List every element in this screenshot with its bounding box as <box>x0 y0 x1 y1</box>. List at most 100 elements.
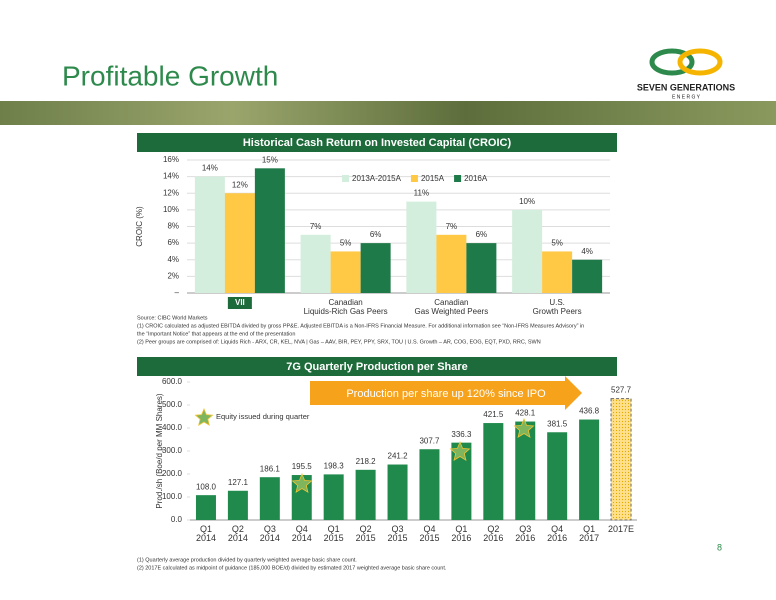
x-tick-label: Canadian Gas Weighted Peers <box>415 298 489 316</box>
y-tick-label: 300.0 <box>162 446 183 455</box>
chart2-title-bar <box>137 357 617 376</box>
value-label: 12% <box>232 180 248 189</box>
x-tick-label: Canadian Liquids-Rich Gas Peers <box>304 298 388 316</box>
bar <box>419 449 440 520</box>
bar <box>483 423 504 520</box>
y-tick-label: 600.0 <box>162 377 183 386</box>
bar <box>330 251 361 293</box>
equity-star <box>449 440 471 461</box>
category-badge <box>227 297 252 309</box>
value-label: 428.1 <box>515 409 536 418</box>
value-label: 186.1 <box>260 464 281 473</box>
bar <box>194 176 225 293</box>
x-tick-label: Q1 2015 <box>324 524 344 543</box>
bar <box>515 421 536 520</box>
y-tick-label: 200.0 <box>162 469 183 478</box>
star-legend <box>194 407 214 427</box>
y-tick-label: 16% <box>163 155 179 164</box>
slide-title: Profitable Growth <box>62 60 278 91</box>
arrow <box>310 376 582 410</box>
bar <box>512 209 543 293</box>
annotation: Production per share up 120% since IPO <box>346 388 546 400</box>
legend-label: 2015A <box>421 174 445 183</box>
logo-sub: E N E R G Y <box>672 94 701 100</box>
value-label: 307.7 <box>419 436 440 445</box>
value-label: 15% <box>262 155 278 164</box>
value-label: 127.1 <box>228 478 249 487</box>
y-tick-label: 10% <box>163 205 179 214</box>
bar <box>610 398 632 521</box>
y-tick-label: 0.0 <box>171 515 183 524</box>
footnote: (1) Quarterly average production divided… <box>137 557 357 563</box>
bar <box>466 243 497 293</box>
banner <box>0 101 776 125</box>
bar <box>254 168 285 293</box>
legend-label: 2013A-2015A <box>352 174 402 183</box>
value-label: 198.3 <box>324 462 345 471</box>
bar <box>300 234 331 293</box>
footnote: (2) Peer groups are comprised of: Liquid… <box>137 339 541 345</box>
y-tick-label: 500.0 <box>162 400 183 409</box>
y-axis-label: Prod./sh (Boe/d per MM Shares) <box>155 393 164 508</box>
bar <box>323 474 344 520</box>
footnote: the “Important Notice” that appears at t… <box>137 331 295 337</box>
legend-swatch <box>342 175 349 182</box>
annotation: Equity issued during quarter <box>216 412 310 421</box>
page-number: 8 <box>717 542 722 552</box>
value-label: 336.3 <box>451 430 472 439</box>
footnote: Source: CIBC World Markets <box>137 315 208 321</box>
x-tick-label: Q3 2015 <box>388 524 408 543</box>
bar <box>227 490 248 520</box>
x-tick-label: Q4 2016 <box>547 524 567 543</box>
value-label: 6% <box>370 230 382 239</box>
chart1-title-bar <box>137 133 617 152</box>
x-tick-label: Q1 2017 <box>579 524 599 543</box>
value-label: 5% <box>340 239 352 248</box>
x-tick-label: U.S. Growth Peers <box>533 298 582 316</box>
bar <box>195 495 216 520</box>
value-label: 7% <box>310 222 322 231</box>
x-tick-label: Q2 2015 <box>356 524 376 543</box>
value-label: 218.2 <box>356 457 377 466</box>
bar <box>451 442 472 520</box>
legend-label: 2016A <box>464 174 488 183</box>
equity-star <box>291 472 313 493</box>
value-label: 108.0 <box>196 482 217 491</box>
bar <box>579 419 600 520</box>
x-tick-label: Q1 2016 <box>451 524 471 543</box>
y-tick-label: 100.0 <box>162 492 183 501</box>
y-tick-label: 6% <box>167 238 179 247</box>
chart2-title: 7G Quarterly Production per Share <box>286 361 468 373</box>
bar <box>360 243 391 293</box>
y-tick-label: – <box>175 288 180 297</box>
y-tick-label: 2% <box>167 271 179 280</box>
x-tick-label: Q1 2014 <box>196 524 216 543</box>
x-tick-label: Q3 2016 <box>515 524 535 543</box>
bar <box>436 234 467 293</box>
bar <box>572 259 603 293</box>
x-tick-label: Q4 2015 <box>419 524 439 543</box>
y-axis-label: CROIC (%) <box>135 206 144 247</box>
value-label: 195.5 <box>292 462 313 471</box>
x-tick-label: 2017E <box>608 524 634 534</box>
value-label: 421.5 <box>483 410 504 419</box>
equity-star <box>513 417 535 438</box>
x-tick-label: Q2 2014 <box>228 524 248 543</box>
y-tick-label: 400.0 <box>162 423 183 432</box>
y-tick-label: 12% <box>163 188 179 197</box>
bar <box>259 477 280 520</box>
value-label: 10% <box>519 197 535 206</box>
footnote: (1) CROIC calculated as adjusted EBITDA … <box>137 323 584 329</box>
value-label: 527.7 <box>611 386 632 395</box>
value-label: 436.8 <box>579 407 600 416</box>
value-label: 4% <box>581 247 593 256</box>
value-label: 11% <box>414 189 429 198</box>
y-tick-label: 14% <box>163 172 179 181</box>
legend-swatch <box>410 175 418 182</box>
x-tick-label: Q3 2014 <box>260 524 280 543</box>
chart1-title: Historical Cash Return on Invested Capit… <box>243 137 512 149</box>
value-label: 7% <box>446 222 458 231</box>
logo-name: SEVEN GENERATIONS <box>637 82 735 92</box>
value-label: 6% <box>476 230 488 239</box>
